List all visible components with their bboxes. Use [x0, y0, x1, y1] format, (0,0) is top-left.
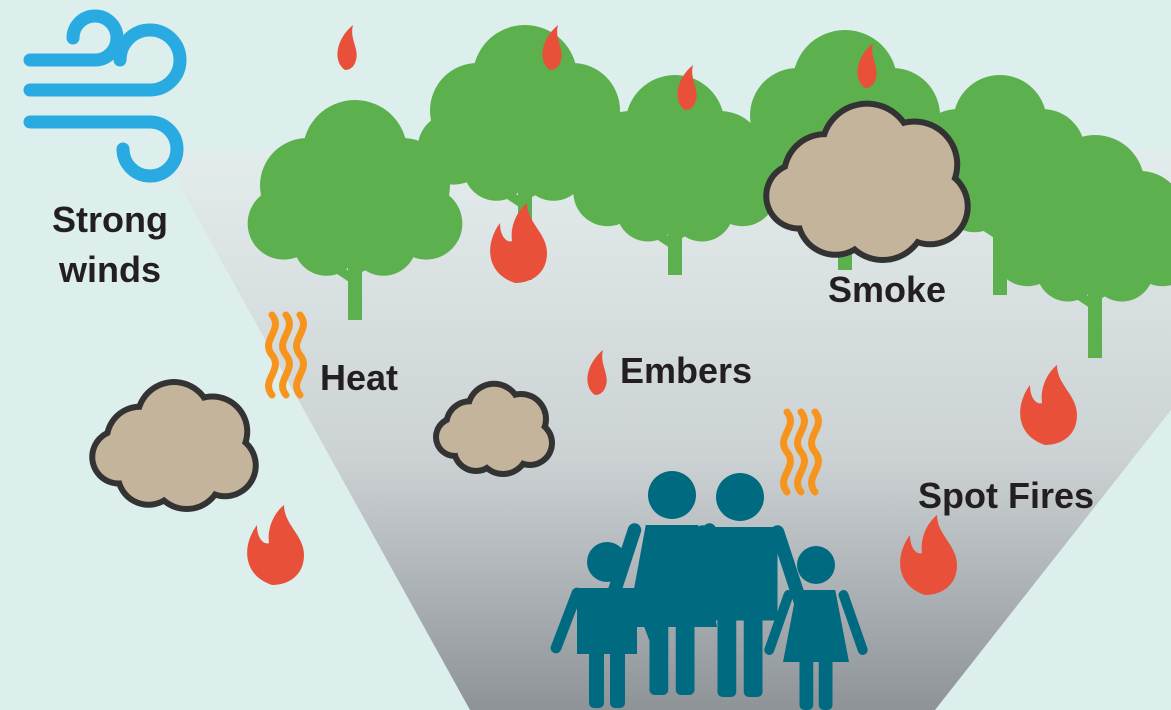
body — [703, 527, 778, 621]
leg — [744, 612, 763, 697]
label: Smoke — [828, 269, 946, 310]
label: Embers — [620, 350, 752, 391]
leg — [718, 612, 737, 697]
leg — [676, 610, 695, 695]
cloud-fill — [439, 421, 471, 453]
canopy — [671, 179, 734, 242]
label: winds — [58, 249, 161, 290]
canopy — [1091, 239, 1154, 302]
canopy — [463, 134, 530, 201]
cloud-fill — [95, 434, 142, 481]
wildfire-diagram: Strong winds Heat Embers Smoke Spot Fire… — [0, 0, 1171, 710]
head — [716, 473, 764, 521]
label: Strong — [52, 199, 168, 240]
canopy — [1037, 239, 1100, 302]
label: Spot Fires — [918, 475, 1094, 516]
leg — [819, 650, 833, 710]
leg — [800, 650, 814, 710]
head — [797, 546, 835, 584]
canopy — [350, 209, 417, 276]
leg — [589, 648, 604, 708]
canopy — [293, 209, 360, 276]
label: Heat — [320, 357, 398, 398]
head — [648, 471, 696, 519]
cloud-fill — [769, 167, 828, 226]
canopy — [617, 179, 680, 242]
leg — [610, 648, 625, 708]
leg — [650, 610, 669, 695]
